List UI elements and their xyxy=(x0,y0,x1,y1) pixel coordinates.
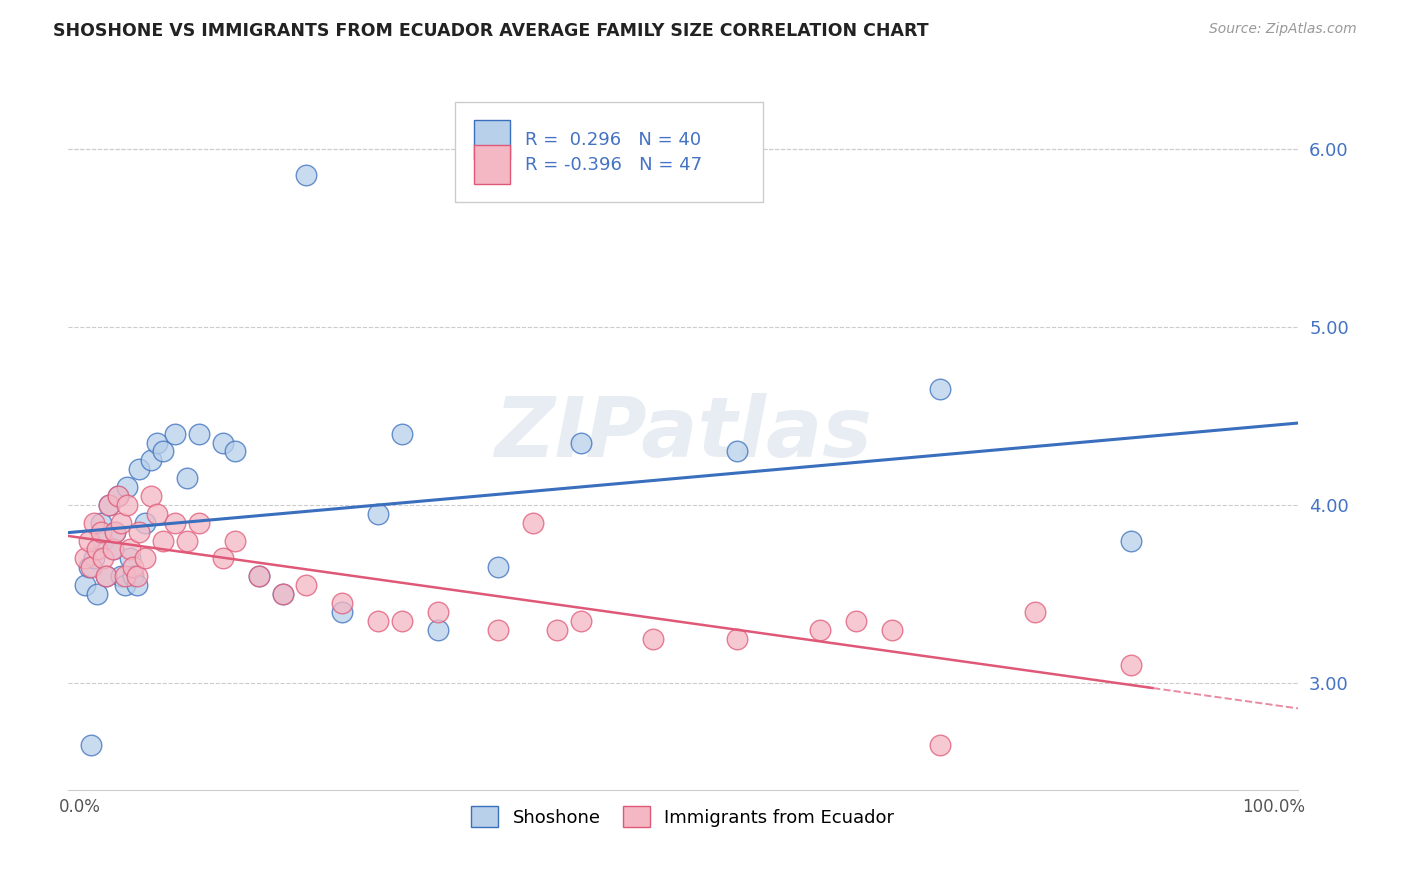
Point xyxy=(94,569,117,583)
Point xyxy=(134,551,156,566)
Point xyxy=(117,498,139,512)
Point xyxy=(367,614,389,628)
Point xyxy=(83,516,105,530)
Point xyxy=(165,426,187,441)
Point xyxy=(86,542,108,557)
Text: ZIPatlas: ZIPatlas xyxy=(494,393,872,475)
Text: Source: ZipAtlas.com: Source: ZipAtlas.com xyxy=(1209,22,1357,37)
Point xyxy=(211,551,233,566)
Point xyxy=(152,444,174,458)
Point xyxy=(146,435,169,450)
Point xyxy=(86,587,108,601)
Point xyxy=(101,542,124,557)
Point xyxy=(486,623,509,637)
Point xyxy=(271,587,294,601)
Point xyxy=(110,516,132,530)
FancyBboxPatch shape xyxy=(474,145,510,185)
Point xyxy=(141,489,163,503)
Point xyxy=(880,623,903,637)
Point xyxy=(426,623,449,637)
Point xyxy=(330,596,353,610)
Point xyxy=(176,471,198,485)
Point xyxy=(118,542,141,557)
Point xyxy=(295,169,318,183)
Point xyxy=(141,453,163,467)
Legend: Shoshone, Immigrants from Ecuador: Shoshone, Immigrants from Ecuador xyxy=(464,799,901,834)
Point xyxy=(75,551,97,566)
Point xyxy=(391,426,413,441)
Point xyxy=(107,489,129,503)
Point xyxy=(928,382,950,396)
Point xyxy=(391,614,413,628)
Point xyxy=(77,560,100,574)
Point xyxy=(80,560,103,574)
Point xyxy=(928,739,950,753)
Point xyxy=(546,623,568,637)
Point xyxy=(1024,605,1046,619)
Point xyxy=(110,569,132,583)
Point xyxy=(271,587,294,601)
Point xyxy=(114,578,136,592)
Point xyxy=(187,426,209,441)
Point xyxy=(152,533,174,548)
Point xyxy=(122,560,145,574)
Text: SHOSHONE VS IMMIGRANTS FROM ECUADOR AVERAGE FAMILY SIZE CORRELATION CHART: SHOSHONE VS IMMIGRANTS FROM ECUADOR AVER… xyxy=(53,22,929,40)
Point xyxy=(75,578,97,592)
Point xyxy=(295,578,318,592)
Point xyxy=(725,632,748,646)
Point xyxy=(367,507,389,521)
FancyBboxPatch shape xyxy=(474,120,510,160)
Point xyxy=(125,569,148,583)
Point xyxy=(187,516,209,530)
Point xyxy=(134,516,156,530)
Point xyxy=(522,516,544,530)
Point xyxy=(77,533,100,548)
Point xyxy=(83,551,105,566)
Point xyxy=(101,542,124,557)
Point xyxy=(641,632,664,646)
Point xyxy=(114,569,136,583)
Point xyxy=(93,533,115,548)
Point xyxy=(224,533,246,548)
Point xyxy=(211,435,233,450)
Point xyxy=(486,560,509,574)
Point xyxy=(118,551,141,566)
Point xyxy=(128,462,150,476)
Point xyxy=(93,551,115,566)
Point xyxy=(98,498,121,512)
Point xyxy=(128,524,150,539)
Point xyxy=(122,569,145,583)
Point xyxy=(104,524,127,539)
Point xyxy=(98,498,121,512)
Point xyxy=(94,569,117,583)
Point xyxy=(1119,658,1142,673)
Point xyxy=(808,623,831,637)
Point xyxy=(90,516,112,530)
Point xyxy=(247,569,270,583)
Point xyxy=(224,444,246,458)
Point xyxy=(146,507,169,521)
Text: R =  0.296   N = 40: R = 0.296 N = 40 xyxy=(526,131,702,149)
Point xyxy=(125,578,148,592)
Point xyxy=(845,614,868,628)
Point xyxy=(165,516,187,530)
Point xyxy=(107,489,129,503)
Text: R = -0.396   N = 47: R = -0.396 N = 47 xyxy=(526,156,703,174)
Point xyxy=(569,614,592,628)
Point xyxy=(1119,533,1142,548)
Point xyxy=(90,524,112,539)
Point xyxy=(569,435,592,450)
Point xyxy=(426,605,449,619)
Point xyxy=(247,569,270,583)
Point xyxy=(117,480,139,494)
Point xyxy=(104,524,127,539)
Point xyxy=(330,605,353,619)
FancyBboxPatch shape xyxy=(456,103,762,202)
Point xyxy=(80,739,103,753)
Point xyxy=(176,533,198,548)
Point xyxy=(725,444,748,458)
